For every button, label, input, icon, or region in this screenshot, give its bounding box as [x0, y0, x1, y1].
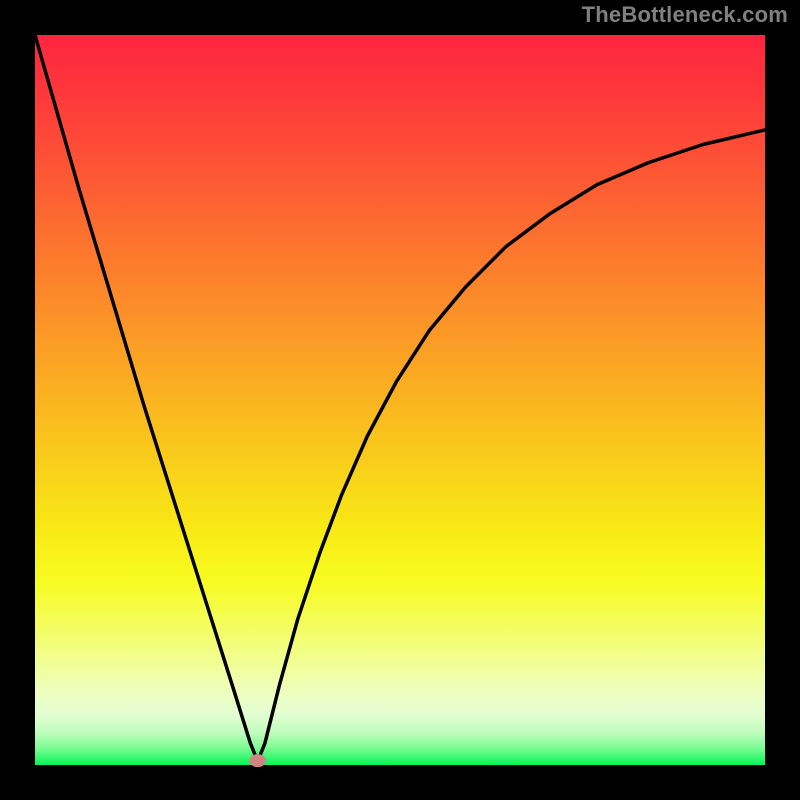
plot-area — [35, 35, 765, 765]
minimum-marker — [250, 755, 266, 767]
chart-stage: TheBottleneck.com — [0, 0, 800, 800]
bottleneck-chart — [0, 0, 800, 800]
